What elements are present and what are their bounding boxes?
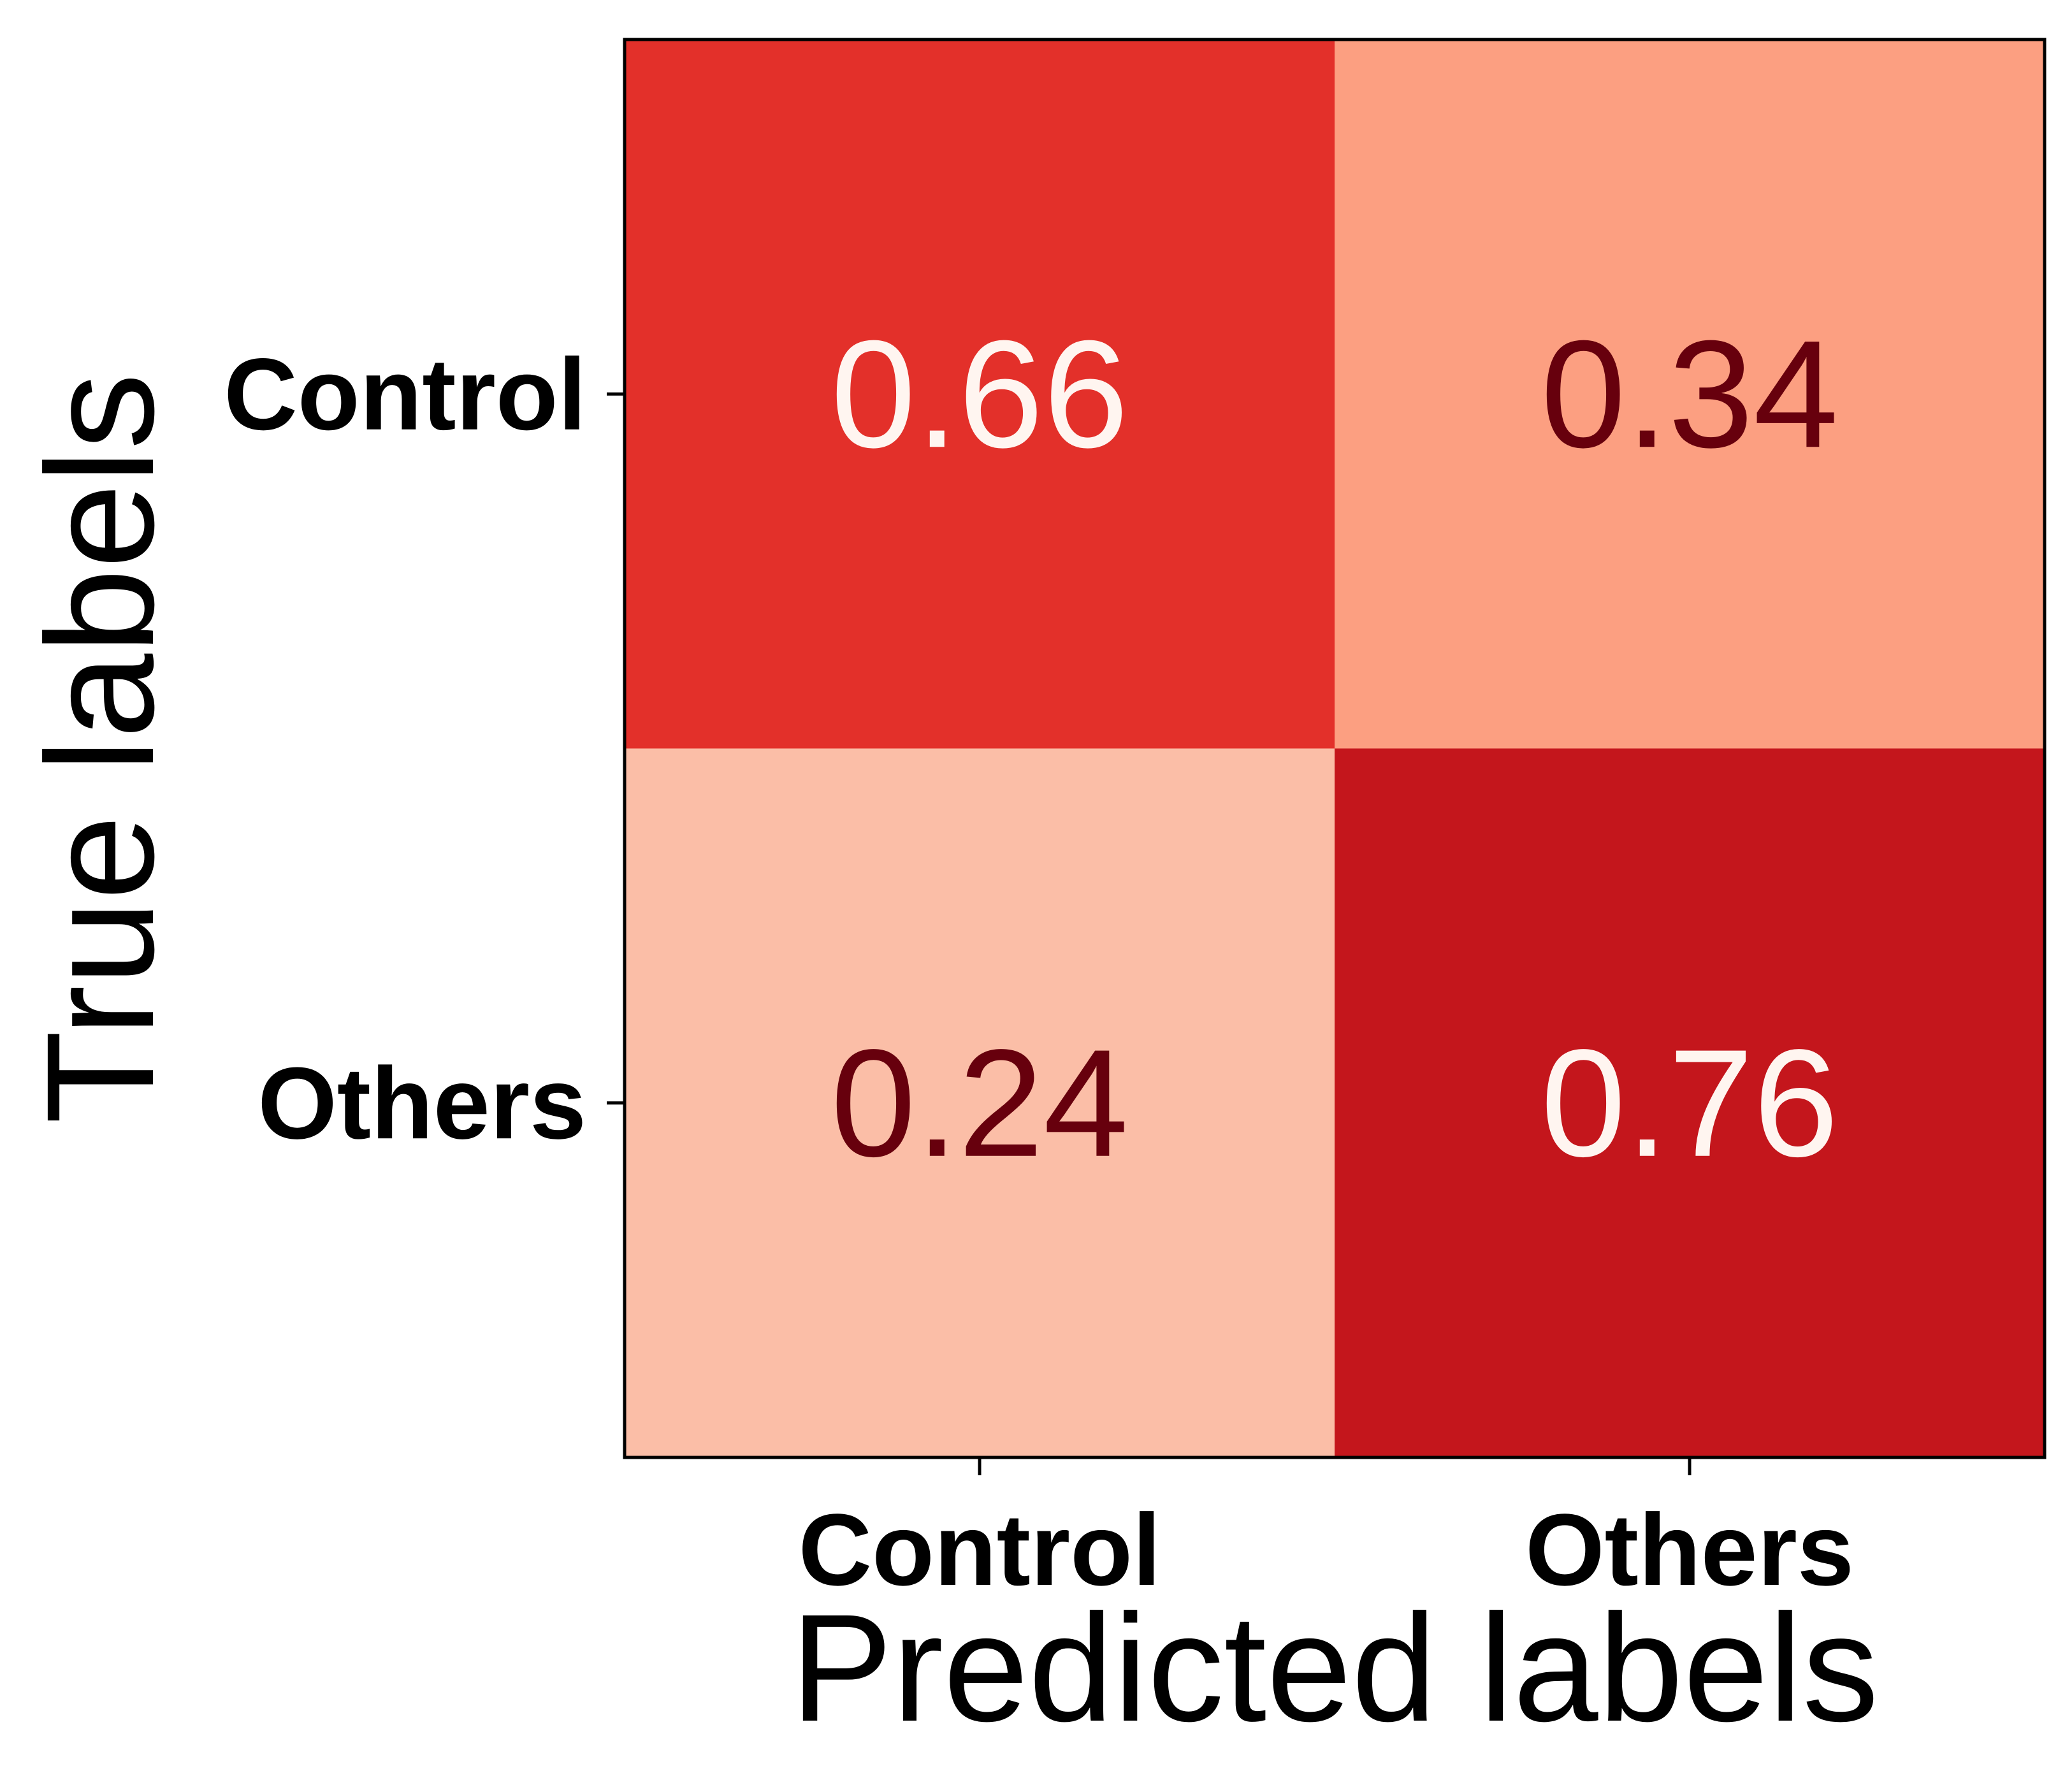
- heatmap-cell-1-2: [1335, 40, 2045, 749]
- cell-value-labels: 0.66 0.34 0.24 0.76: [830, 308, 1838, 1189]
- cell-value-2-1: 0.24: [830, 1018, 1128, 1189]
- x-tick-label-control: Control: [799, 1492, 1161, 1607]
- heatmap-cell-1-1: [625, 40, 1335, 749]
- heatmap-cell-2-2: [1335, 748, 2045, 1457]
- y-axis-title: True labels: [15, 373, 185, 1124]
- cell-value-1-1: 0.66: [830, 308, 1128, 479]
- y-tick-label-control: Control: [224, 337, 586, 451]
- heatmap-cell-2-1: [625, 748, 1335, 1457]
- axis-ticks: [607, 392, 1692, 1475]
- x-tick-label-others: Others: [1525, 1492, 1854, 1607]
- cell-value-1-2: 0.34: [1540, 308, 1838, 479]
- heatmap-cells: [625, 40, 2045, 1457]
- x-axis-title: Predicted labels: [790, 1582, 1879, 1753]
- cell-value-2-2: 0.76: [1540, 1018, 1838, 1189]
- axis-tick-labels: Control Others Control Others: [224, 337, 1854, 1607]
- y-tick-label-others: Others: [257, 1046, 586, 1160]
- plot-frame: [623, 38, 2047, 1459]
